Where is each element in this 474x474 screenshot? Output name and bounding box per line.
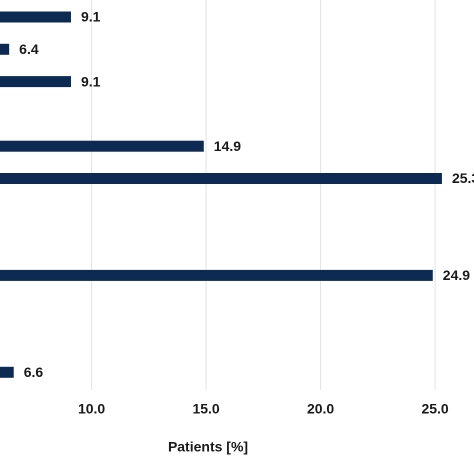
bar (0, 173, 442, 184)
bar (0, 269, 433, 281)
x-tick-label: 10.0 (78, 401, 105, 417)
x-tick-label: 15.0 (192, 401, 219, 417)
x-tick-label: 20.0 (307, 401, 334, 417)
data-label: 25.3 (452, 170, 474, 186)
data-label: 9.1 (81, 73, 101, 89)
data-label: 14.9 (214, 138, 241, 154)
bar (0, 76, 71, 88)
x-tick-label: 25.0 (421, 401, 448, 417)
data-label: 9.1 (81, 9, 101, 25)
bar (0, 43, 10, 55)
data-label: 6.4 (19, 41, 39, 57)
data-label: 24.9 (443, 267, 470, 283)
x-axis-title: Patients [%] (168, 439, 248, 455)
bar (0, 11, 71, 23)
bar (0, 140, 204, 152)
data-label: 6.6 (24, 364, 44, 380)
bar (0, 366, 14, 378)
